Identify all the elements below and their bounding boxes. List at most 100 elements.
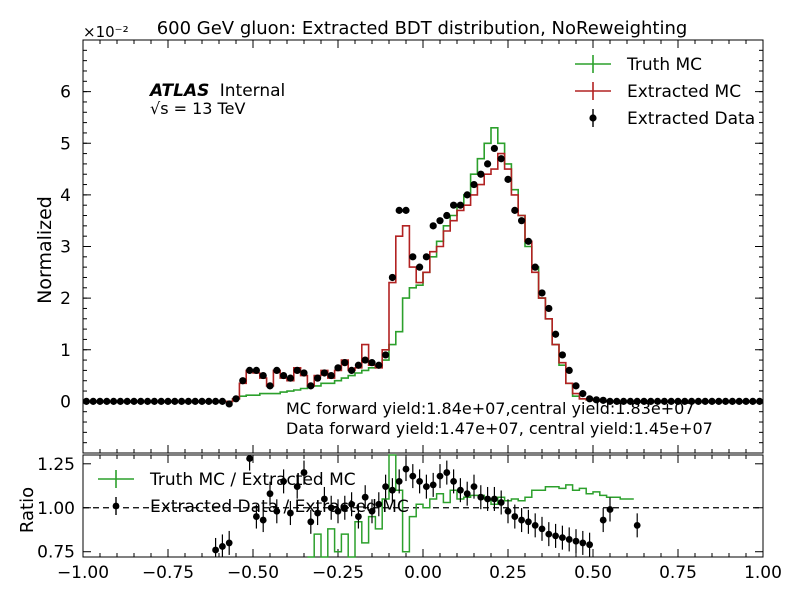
ratio-data-point (559, 534, 566, 542)
y-tick-label: 4 (60, 186, 71, 206)
ratio-data-point (287, 509, 294, 517)
ratio-data-point (402, 465, 410, 473)
data-point (409, 253, 417, 261)
data-point (184, 397, 192, 405)
ratio-data-point (457, 486, 464, 494)
data-point (660, 397, 669, 405)
legend-label: Truth MC (626, 55, 702, 75)
ratio-data-point (355, 513, 362, 520)
data-point (205, 397, 213, 405)
x-tick-label: −0.75 (142, 563, 194, 583)
ratio-data-point (511, 513, 519, 520)
atlas-label: ATLAS Internal (148, 81, 285, 101)
x-tick-label: 0.50 (574, 563, 612, 583)
data-point (558, 351, 567, 359)
ratio-data-point (450, 477, 457, 485)
data-point (327, 371, 335, 380)
x-tick-label: −1.00 (57, 563, 109, 583)
ratio-data-point (293, 483, 301, 491)
ratio-data-point (552, 532, 559, 540)
ratio-data-point (463, 490, 471, 498)
data-yield-annotation: Data forward yield:1.47e+07, central yie… (286, 419, 713, 438)
data-point (266, 382, 274, 390)
data-point (259, 371, 267, 380)
ratio-data-point (477, 493, 485, 501)
data-point (191, 397, 199, 405)
ratio-data-point (266, 490, 274, 498)
ratio-data-point (246, 455, 254, 462)
data-point (422, 253, 430, 261)
data-point (246, 366, 254, 374)
legend-label: Extracted MC (627, 82, 741, 102)
y-scale-label: ×10⁻² (83, 23, 129, 41)
data-point (688, 397, 696, 405)
ratio-data-point (491, 495, 498, 503)
y-tick-label: 3 (60, 238, 71, 258)
data-point (150, 397, 158, 405)
ratio-data-point (334, 507, 342, 515)
data-point (273, 366, 281, 374)
data-point (633, 397, 641, 405)
ratio-data-point (327, 504, 335, 512)
data-point (280, 371, 288, 380)
ratio-y-tick-label: 1.25 (37, 455, 75, 475)
data-point (674, 397, 682, 405)
ratio-data-point (525, 518, 532, 526)
data-point (640, 397, 648, 405)
data-point (579, 390, 587, 398)
ratio-data-point (572, 537, 580, 545)
ratio-data-point (423, 483, 430, 491)
data-point (348, 366, 356, 374)
legend-marker (589, 114, 597, 122)
data-point (749, 397, 757, 405)
main-panel: 0 1 2 3 4 5 6 Truth MC Extracted MC Extracted Dat… (60, 39, 764, 454)
ratio-data-point (389, 486, 396, 494)
data-point (382, 351, 390, 359)
ratio-data-point (368, 507, 376, 515)
ratio-data-point (429, 481, 437, 489)
ratio-data-point (565, 536, 573, 543)
data-point (341, 359, 349, 367)
mc-yield-annotation: MC forward yield:1.84e+07,central yield:… (286, 399, 695, 418)
ratio-data-point (212, 546, 220, 554)
ratio-data-point (484, 495, 491, 503)
data-point (592, 396, 601, 404)
ratio-data-point (599, 516, 607, 524)
ratio-data-point (382, 483, 389, 491)
ratio-data-point (321, 495, 328, 503)
series-truth-mc (83, 127, 763, 403)
ratio-series-truth-mc (307, 454, 634, 558)
data-point (715, 397, 723, 405)
y-tick-label: 6 (60, 83, 71, 103)
data-point (232, 395, 240, 403)
energy-label: √s = 13 TeV (150, 99, 245, 118)
ratio-data-point (361, 493, 369, 501)
x-tick-label: 0.00 (404, 563, 442, 583)
ratio-data-point (443, 469, 451, 476)
x-tick-label: 0.25 (489, 563, 527, 583)
ratio-panel: −1.00 −0.75 −0.50 −0.25 0.00 0.25 0.50 0.75 1.00… (37, 40, 782, 583)
internal-text: Internal (220, 81, 286, 101)
ratio-data-point (538, 525, 546, 533)
data-point (470, 180, 478, 189)
data-point (300, 369, 308, 377)
data-point (681, 397, 689, 405)
ratio-data-point (307, 518, 315, 526)
ratio-legend-label: Extracted Data / Extracted MC (150, 497, 409, 517)
data-point (626, 397, 635, 405)
data-point (96, 397, 104, 405)
x-tick-label: −0.25 (312, 563, 364, 583)
data-point (518, 217, 526, 225)
data-point (144, 397, 152, 405)
ratio-data-point (219, 543, 226, 550)
ratio-data-point (504, 507, 512, 515)
data-point (654, 397, 662, 405)
ratio-data-point (579, 539, 587, 547)
data-point (436, 217, 444, 225)
data-point (565, 366, 573, 374)
ratio-y-tick-label: 1.00 (37, 499, 75, 519)
x-tick-label: 1.00 (744, 563, 782, 583)
ratio-data-point (225, 539, 233, 547)
data-point (130, 397, 138, 405)
data-point (572, 382, 580, 390)
